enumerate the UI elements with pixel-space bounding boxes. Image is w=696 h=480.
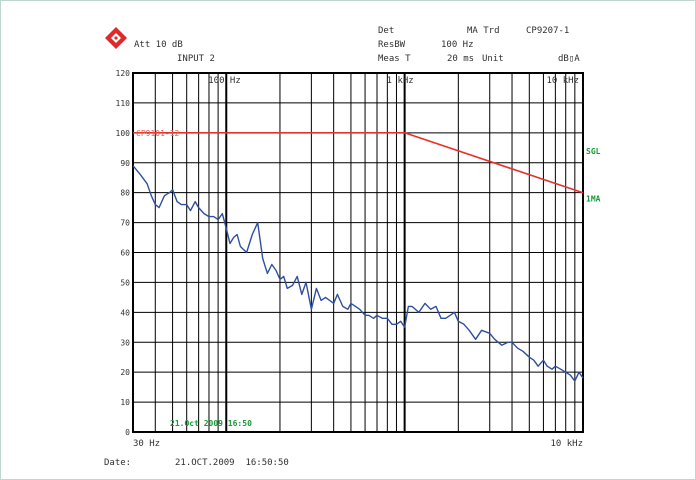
y-tick-label: 70 (120, 219, 130, 228)
rohde-schwarz-logo-icon (105, 27, 127, 49)
input-label: INPUT 2 (177, 54, 215, 64)
x-tick-label: 10 kHz (546, 76, 579, 86)
x-tick-label: 1 kHz (387, 76, 414, 86)
x-tick-label: 10 kHz (550, 439, 583, 449)
x-tick-label: 100 Hz (208, 76, 241, 86)
unit-value: dB▯A (558, 54, 580, 64)
date-value: 21.OCT.2009 16:50:50 (175, 458, 289, 468)
unit-label: Unit (482, 54, 504, 64)
timestamp-annotation: 21.Oct 2009 16:50 (170, 419, 252, 428)
x-tick-label: 30 Hz (133, 439, 160, 449)
limit-line-label: CP9101-12 (136, 129, 180, 138)
y-tick-label: 40 (120, 308, 130, 317)
detector-value: MA Trd (467, 26, 500, 36)
y-tick-label: 30 (120, 338, 130, 347)
y-tick-label: 50 (120, 278, 130, 287)
side-label: 1MA (586, 195, 601, 204)
y-tick-label: 100 (116, 129, 131, 138)
side-label: SGL (586, 147, 601, 156)
attenuation-label: Att 10 dB (134, 40, 183, 50)
detector-label: Det (378, 26, 395, 36)
device-id: CP9207-1 (526, 26, 570, 36)
measurement-trace (132, 165, 584, 382)
y-tick-label: 80 (120, 189, 130, 198)
y-tick-label: 120 (116, 69, 131, 78)
y-tick-label: 90 (120, 159, 130, 168)
date-label: Date: (104, 458, 132, 468)
resbw-label: ResBW (378, 40, 406, 50)
resbw-value: 100 Hz (441, 40, 474, 50)
y-tick-label: 0 (125, 428, 130, 437)
y-tick-label: 10 (120, 398, 130, 407)
limit-line (133, 132, 584, 194)
meas-time-label: Meas T (378, 54, 411, 64)
y-tick-label: 110 (116, 99, 131, 108)
meas-time-value: 20 ms (447, 54, 475, 64)
y-tick-label: 20 (120, 368, 130, 377)
y-tick-label: 60 (120, 249, 130, 258)
